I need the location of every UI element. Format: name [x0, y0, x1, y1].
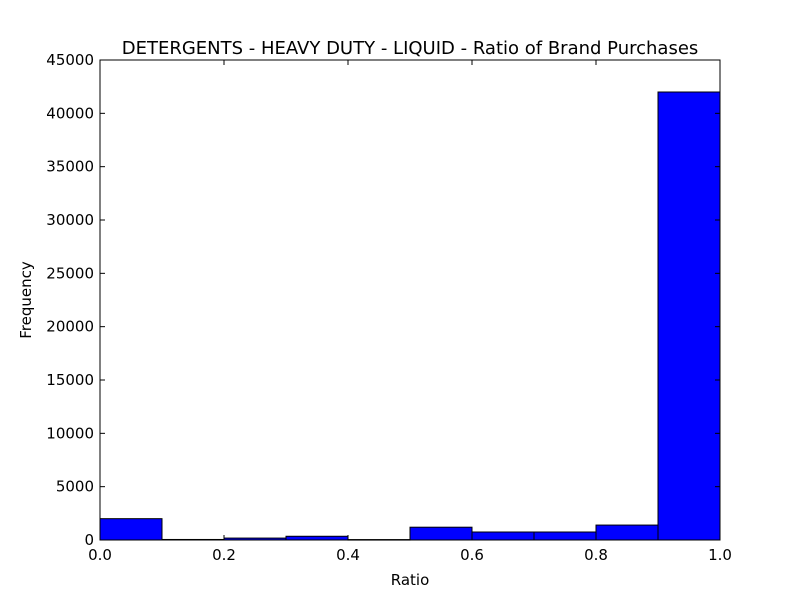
x-tick-label: 0.0 — [88, 546, 112, 564]
plot-frame — [99, 59, 721, 541]
histogram-bar — [99, 518, 163, 541]
y-tick-label: 35000 — [46, 158, 94, 176]
histogram-bar — [285, 535, 349, 541]
bars-group — [99, 91, 721, 541]
histogram-bar — [409, 526, 473, 541]
chart-title: DETERGENTS - HEAVY DUTY - LIQUID - Ratio… — [122, 38, 699, 59]
x-tick-label: 0.4 — [336, 546, 360, 564]
x-axis: 0.0 0.2 0.4 0.6 0.8 1.0 — [88, 60, 732, 564]
y-axis: 0 5000 10000 15000 20000 25000 30000 35000 40000… — [46, 51, 720, 549]
x-axis-label: Ratio — [391, 571, 430, 589]
histogram-bar — [595, 524, 659, 541]
y-tick-label: 25000 — [46, 264, 94, 282]
y-tick-label: 0 — [84, 531, 94, 549]
x-tick-label: 0.6 — [460, 546, 484, 564]
y-tick-label: 40000 — [46, 104, 94, 122]
y-tick-label: 5000 — [56, 478, 94, 496]
histogram-bar — [657, 91, 721, 541]
x-tick-label: 0.2 — [212, 546, 236, 564]
histogram-bar — [533, 531, 597, 541]
x-tick-label: 1.0 — [708, 546, 732, 564]
y-axis-label: Frequency — [17, 261, 35, 339]
y-tick-label: 30000 — [46, 211, 94, 229]
histogram-bar — [471, 531, 535, 541]
y-tick-label: 20000 — [46, 318, 94, 336]
y-tick-label: 15000 — [46, 371, 94, 389]
x-tick-label: 0.8 — [584, 546, 608, 564]
y-tick-label: 10000 — [46, 424, 94, 442]
y-tick-label: 45000 — [46, 51, 94, 69]
